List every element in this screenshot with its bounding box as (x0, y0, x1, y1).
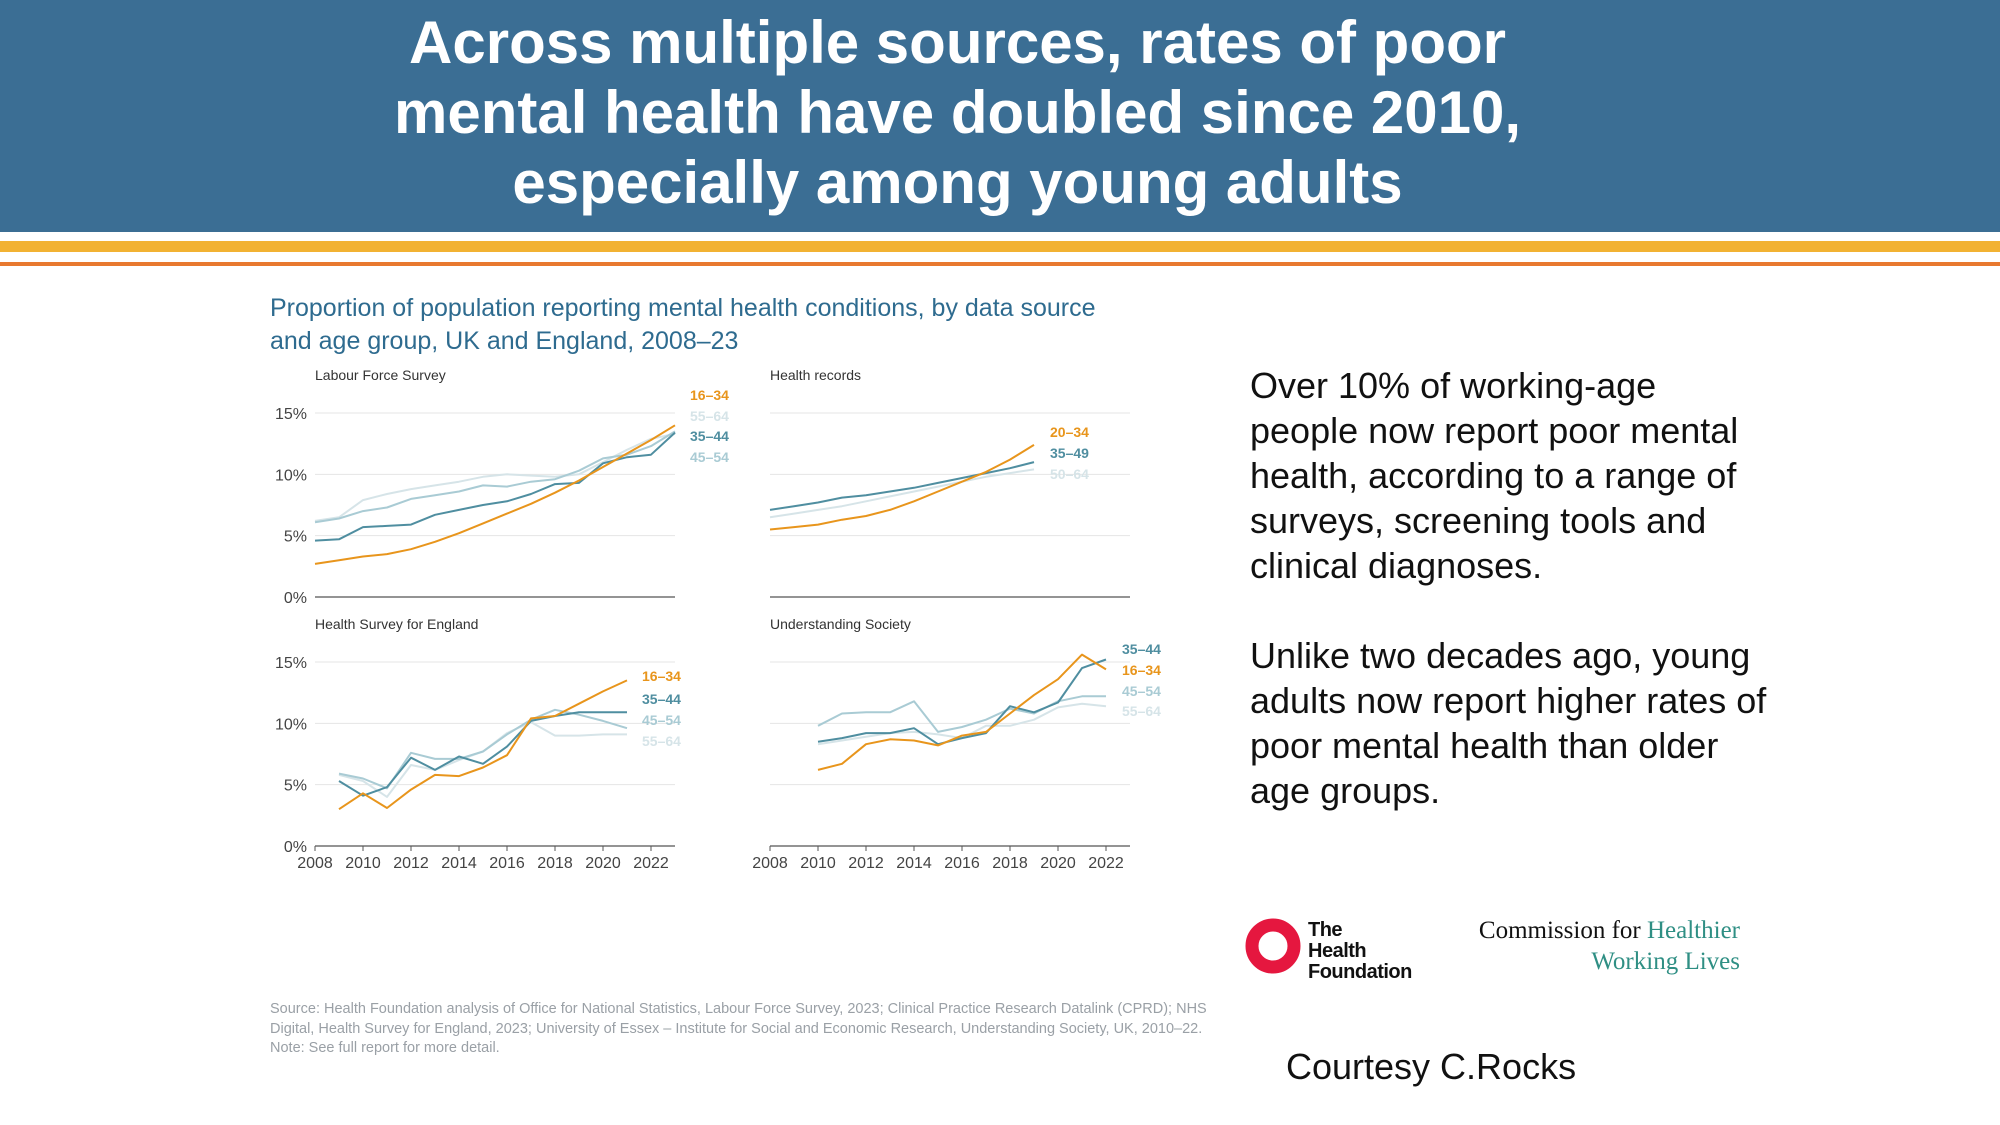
series-label: 45–54 (642, 712, 681, 728)
slide-title-line-1: Across multiple sources, rates of poor (409, 9, 1506, 76)
series-label: 35–44 (690, 428, 729, 444)
logo-hf-line-3: Foundation (1308, 961, 1412, 983)
x-tick-label: 2008 (752, 855, 788, 872)
series-line-45-54 (817, 695, 1106, 733)
y-tick-label: 0% (284, 839, 307, 856)
series-line-55-64 (314, 432, 676, 522)
panel-title: Labour Force Survey (315, 367, 446, 383)
orange-divider-stripe (0, 262, 2000, 266)
x-tick-label: 2022 (633, 855, 669, 872)
series-line-16-34 (338, 679, 628, 811)
summary-paragraph-1: Over 10% of working-age people now repor… (1250, 365, 1739, 586)
x-tick-label: 2016 (944, 855, 980, 872)
slide-title-line-3: especially among young adults (512, 149, 1403, 216)
source-note: Source: Health Foundation analysis of Of… (270, 1001, 1207, 1056)
y-tick-label: 10% (275, 716, 307, 733)
commission-logo: Commission for Healthier Working Lives (1450, 915, 1740, 977)
series-line-35-44 (817, 658, 1107, 746)
series-line-35-44 (338, 711, 627, 797)
series-line-45-54 (314, 430, 676, 524)
gold-divider-stripe (0, 241, 2000, 252)
series-label: 50–64 (1050, 466, 1089, 482)
series-line-20-34 (769, 444, 1035, 531)
series-label: 55–64 (642, 733, 681, 749)
summary-text: Over 10% of working-age people now repor… (1250, 363, 1770, 858)
series-label: 35–44 (1122, 641, 1161, 657)
courtesy-credit: Courtesy C.Rocks (1286, 1046, 1577, 1087)
x-tick-label: 2010 (345, 855, 381, 872)
y-tick-label: 0% (284, 590, 307, 607)
series-line-16-34 (314, 424, 676, 565)
logo-cwl-working-lives: Working Lives (1591, 948, 1740, 975)
chart-title-line-2: and age group, UK and England, 2008–23 (270, 327, 739, 355)
series-line-50-64 (769, 468, 1035, 519)
title-banner (0, 0, 2000, 232)
logo-cwl-commission-for: Commission for (1478, 917, 1641, 944)
series-label: 16–34 (1122, 662, 1161, 678)
x-tick-label: 2008 (297, 855, 333, 872)
summary-paragraph-2: Unlike two decades ago, young adults now… (1250, 635, 1767, 811)
x-tick-label: 2014 (441, 855, 477, 872)
x-tick-label: 2014 (896, 855, 932, 872)
x-tick-label: 2012 (393, 855, 429, 872)
slide-title-line-2: mental health have doubled since 2010, (393, 79, 1522, 146)
series-line-45-54 (338, 708, 628, 790)
y-tick-label: 5% (284, 778, 307, 795)
series-line-16-34 (817, 653, 1107, 771)
series-label: 20–34 (1050, 424, 1089, 440)
series-label: 35–49 (1050, 445, 1089, 461)
y-tick-label: 15% (275, 406, 307, 423)
panel-title: Health records (770, 367, 861, 383)
panel-title: Health Survey for England (315, 616, 478, 632)
chart-title: Proportion of population reporting menta… (270, 292, 1220, 358)
logo-cwl-healthier: Healthier (1646, 917, 1740, 944)
x-tick-label: 2016 (489, 855, 525, 872)
slide-title: Across multiple sources, rates of poor m… (0, 8, 1915, 218)
y-tick-label: 15% (275, 655, 307, 672)
health-foundation-logo-text: The Health Foundation (1308, 920, 1412, 983)
series-label: 55–64 (690, 408, 729, 424)
x-tick-label: 2020 (585, 855, 621, 872)
series-label: 16–34 (690, 387, 729, 403)
x-tick-label: 2022 (1088, 855, 1124, 872)
y-tick-label: 5% (284, 529, 307, 546)
y-tick-label: 10% (275, 467, 307, 484)
series-label: 16–34 (642, 668, 681, 684)
x-tick-label: 2018 (992, 855, 1028, 872)
series-label: 45–54 (1122, 683, 1161, 699)
chart-title-line-1: Proportion of population reporting menta… (270, 294, 1096, 322)
series-label: 35–44 (642, 691, 681, 707)
x-tick-label: 2020 (1040, 855, 1076, 872)
series-label: 45–54 (690, 449, 729, 465)
series-label: 55–64 (1122, 703, 1161, 719)
health-foundation-logo-icon (1245, 918, 1301, 974)
logo-hf-line-1: The (1308, 919, 1343, 941)
x-tick-label: 2012 (848, 855, 884, 872)
logo-hf-line-2: Health (1308, 940, 1367, 962)
series-line-35-49 (769, 461, 1035, 511)
x-tick-label: 2018 (537, 855, 573, 872)
panel-title: Understanding Society (770, 616, 911, 632)
x-tick-label: 2010 (800, 855, 836, 872)
